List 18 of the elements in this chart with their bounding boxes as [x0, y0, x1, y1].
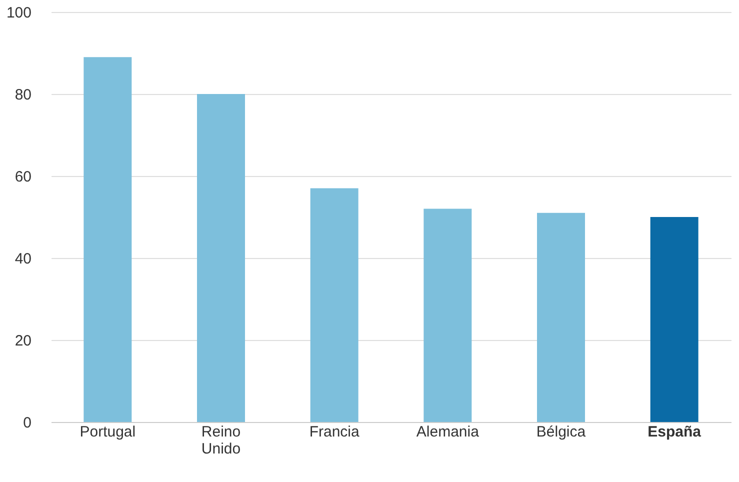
bar — [310, 188, 358, 422]
x-tick-label: Alemania — [416, 424, 480, 440]
bar — [424, 208, 472, 422]
bar — [537, 212, 585, 422]
x-tick-label: España — [648, 424, 702, 440]
x-tick-label: Portugal — [80, 424, 136, 440]
bar — [84, 57, 132, 422]
y-tick-label: 40 — [14, 250, 32, 268]
y-tick-label: 20 — [14, 332, 32, 350]
y-tick-label: 0 — [23, 414, 32, 432]
bar — [197, 94, 245, 422]
y-tick-label: 80 — [14, 86, 32, 104]
x-tick-label: Francia — [309, 424, 360, 440]
x-tick-label: Reino Unido — [201, 424, 241, 458]
bar — [650, 217, 698, 422]
x-tick-label: Bélgica — [536, 424, 586, 440]
y-tick-label: 60 — [14, 168, 32, 186]
y-tick-label: 100 — [6, 4, 32, 22]
